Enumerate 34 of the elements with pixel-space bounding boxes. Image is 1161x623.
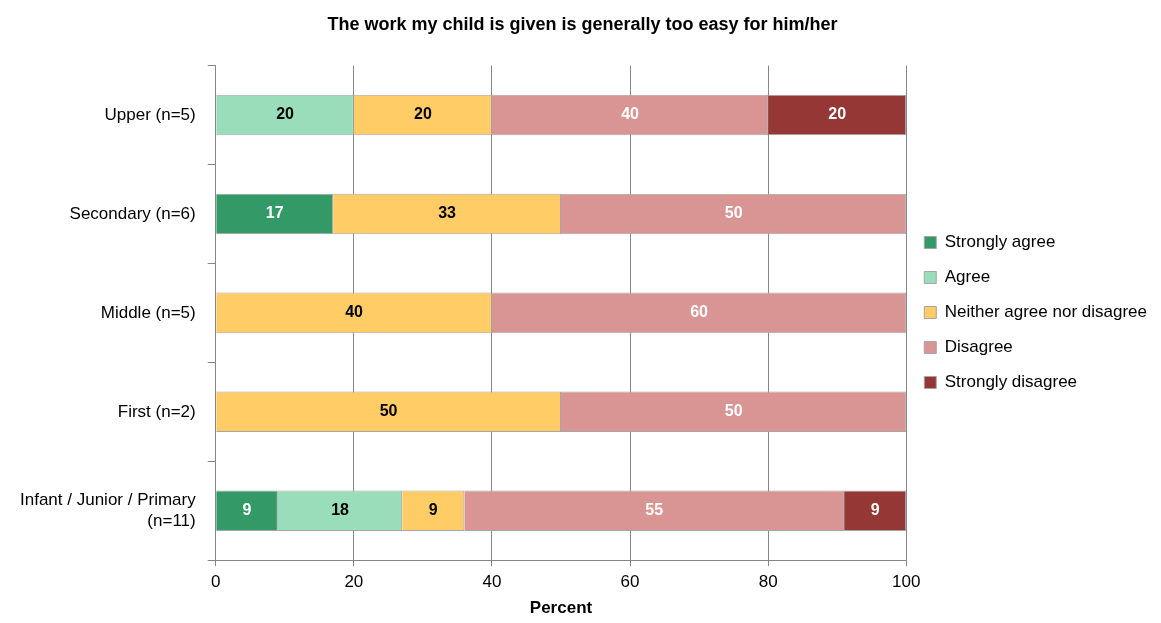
data-label: 9	[870, 501, 880, 519]
x-tick-label: 40	[482, 572, 502, 592]
data-label: 33	[438, 204, 457, 222]
data-label: 20	[828, 105, 847, 123]
x-axis-title: Percent	[529, 598, 593, 618]
y-tick-label: First (n=2)	[117, 401, 196, 421]
y-tick-label: Middle (n=5)	[100, 302, 196, 322]
x-tick-label: 100	[892, 572, 921, 592]
y-tick-label: Secondary (n=6)	[69, 203, 196, 223]
y-tick-label: Upper (n=5)	[104, 104, 196, 124]
data-label: 40	[345, 303, 364, 321]
data-label: 17	[265, 204, 284, 222]
x-tick-label: 0	[210, 572, 221, 592]
legend-label: Disagree	[944, 337, 1013, 357]
legend-label: Strongly agree	[944, 232, 1056, 252]
x-tick-label: 60	[620, 572, 640, 592]
data-label: 40	[621, 105, 640, 123]
data-label: 55	[645, 501, 664, 519]
legend-label: Neither agree nor disagree	[944, 302, 1147, 322]
x-tick-label: 20	[344, 572, 364, 592]
data-label: 20	[413, 105, 432, 123]
data-label: 9	[428, 501, 438, 519]
data-label: 20	[276, 105, 295, 123]
data-label: 18	[331, 501, 350, 519]
x-tick-label: 80	[758, 572, 778, 592]
legend-label: Agree	[944, 267, 991, 287]
y-tick-label: Infant / Junior / Primary (n=11)	[19, 490, 197, 530]
data-label: 9	[242, 501, 252, 519]
legend-label: Strongly disagree	[944, 372, 1078, 392]
chart-title: The work my child is given is generally too easy for him/her	[327, 13, 838, 34]
data-label: 50	[724, 402, 743, 420]
data-label: 50	[379, 402, 398, 420]
data-label: 50	[724, 204, 743, 222]
data-label: 60	[690, 303, 709, 321]
